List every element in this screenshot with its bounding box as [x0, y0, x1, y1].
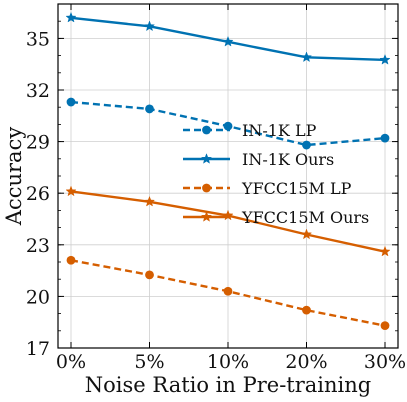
data-point	[223, 121, 233, 131]
series-yfcc15m-lp	[66, 255, 390, 331]
legend-entry: IN-1K Ours	[183, 150, 334, 169]
legend-entry: YFCC15M LP	[183, 179, 352, 198]
y-tick-label: 32	[26, 80, 50, 102]
data-point	[380, 133, 390, 143]
axis-ticks: 17 20 23 26 29 32 35 0% 5% 10% 20% 30%	[26, 3, 406, 373]
data-point	[302, 140, 311, 150]
data-point	[300, 51, 313, 63]
data-point	[65, 11, 77, 23]
data-point	[145, 104, 154, 114]
x-tick-label: 10%	[207, 351, 249, 373]
legend-label: YFCC15M LP	[241, 179, 352, 198]
x-tick-label: 0%	[56, 351, 86, 373]
y-tick-label: 35	[26, 28, 50, 50]
x-tick-label: 5%	[134, 351, 164, 373]
x-tick-label: 20%	[285, 351, 327, 373]
y-tick-label: 26	[26, 183, 50, 205]
data-point	[145, 270, 154, 280]
series-in-1k-ours	[65, 11, 391, 65]
y-tick-label: 17	[26, 338, 50, 360]
legend: IN-1K LP IN-1K Ours YFCC15M LP YFCC15M Ours	[183, 121, 369, 227]
legend-entry: IN-1K LP	[183, 121, 317, 140]
data-point	[300, 228, 313, 240]
data-point	[66, 97, 76, 107]
series-group	[65, 11, 391, 331]
data-point	[379, 245, 391, 257]
y-tick-label: 29	[26, 132, 50, 154]
y-tick-label: 20	[26, 286, 50, 308]
legend-label: IN-1K Ours	[242, 150, 334, 169]
x-tick-label: 30%	[364, 351, 406, 373]
legend-marker	[202, 125, 211, 135]
data-point	[223, 286, 233, 296]
legend-marker	[202, 183, 211, 193]
data-point	[143, 195, 156, 207]
data-point	[143, 20, 156, 32]
grid	[58, 4, 398, 349]
y-axis-title: Accuracy	[2, 127, 26, 227]
legend-marker	[200, 153, 213, 164]
series-yfcc15m-ours	[65, 185, 391, 257]
legend-label: IN-1K LP	[242, 121, 317, 140]
legend-entry: YFCC15M Ours	[183, 208, 369, 227]
data-point	[302, 305, 311, 315]
data-point	[380, 321, 390, 331]
series-in-1k-lp	[66, 97, 390, 150]
y-tick-label: 23	[26, 235, 50, 257]
data-point	[66, 255, 76, 265]
legend-label: YFCC15M Ours	[241, 208, 369, 227]
data-point	[379, 53, 391, 65]
legend-marker	[200, 211, 213, 222]
data-point	[65, 185, 77, 197]
x-axis-title: Noise Ratio in Pre-training	[85, 373, 371, 397]
data-point	[222, 35, 234, 47]
